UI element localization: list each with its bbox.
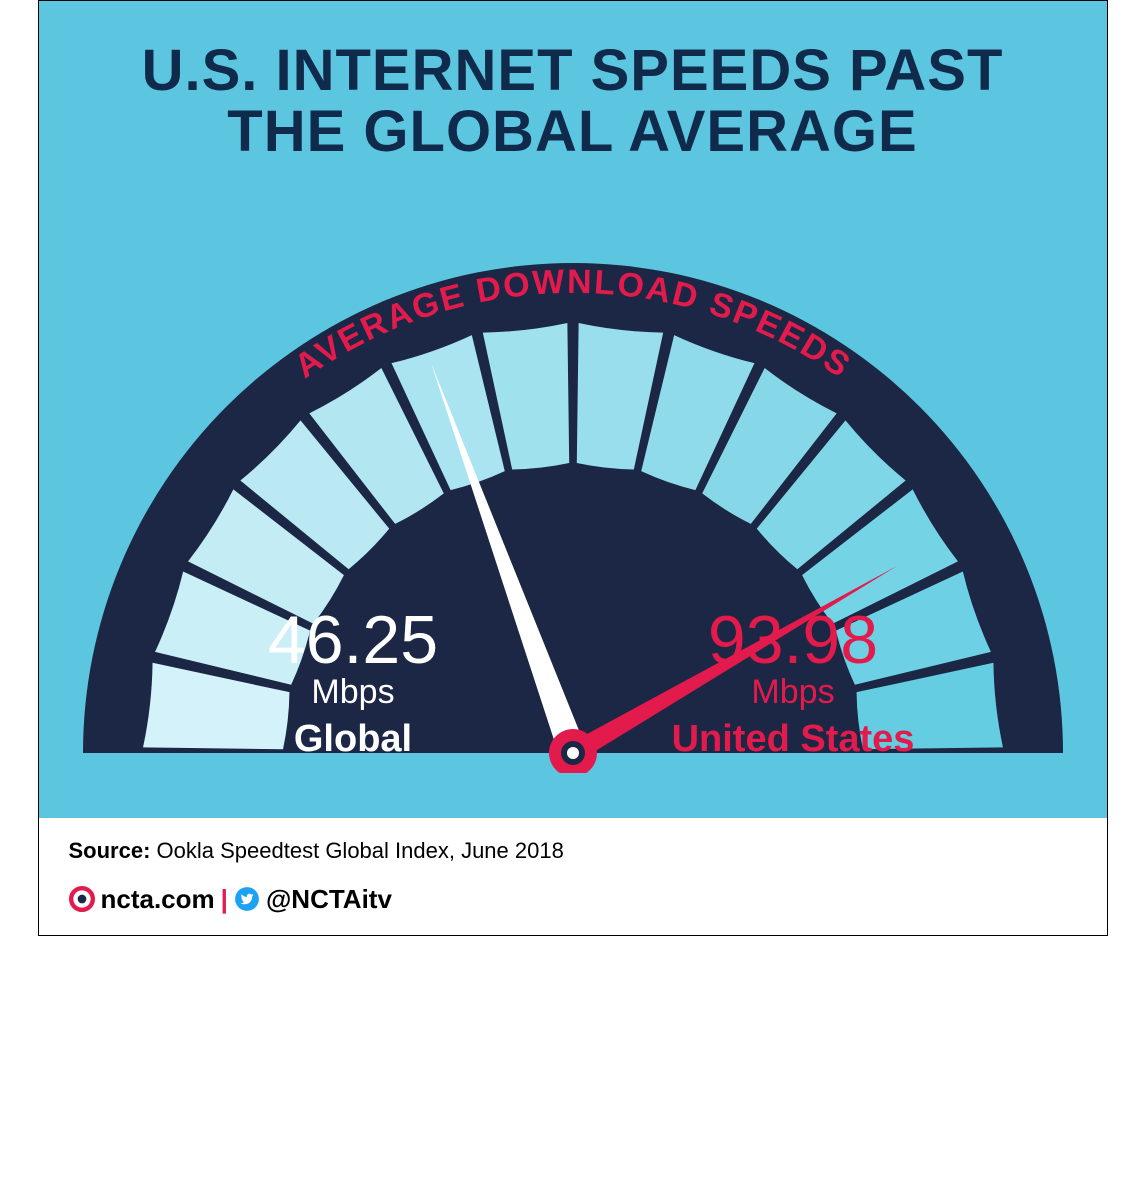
footer-site: ncta.com xyxy=(101,884,215,915)
ncta-logo-icon xyxy=(69,886,95,912)
footer-handle: @NCTAitv xyxy=(266,884,392,915)
svg-text:Mbps: Mbps xyxy=(751,673,834,711)
title-line-2: THE GLOBAL AVERAGE xyxy=(227,99,917,164)
svg-text:Mbps: Mbps xyxy=(311,673,394,711)
footer: ncta.com | @NCTAitv xyxy=(39,874,1107,935)
twitter-icon xyxy=(234,886,260,912)
source-label: Source: xyxy=(69,838,151,863)
svg-text:93.98: 93.98 xyxy=(707,602,877,678)
infographic-card: U.S. INTERNET SPEEDS PAST THE GLOBAL AVE… xyxy=(38,0,1108,936)
footer-divider: | xyxy=(221,884,228,915)
gauge-chart: AVERAGE DOWNLOAD SPEEDS46.25MbpsGlobal93… xyxy=(73,193,1073,778)
svg-text:46.25: 46.25 xyxy=(267,602,437,678)
source-citation: Source: Ookla Speedtest Global Index, Ju… xyxy=(39,818,1107,874)
svg-text:Global: Global xyxy=(293,718,411,760)
source-text: Ookla Speedtest Global Index, June 2018 xyxy=(157,838,564,863)
page-title: U.S. INTERNET SPEEDS PAST THE GLOBAL AVE… xyxy=(69,41,1077,163)
main-panel: U.S. INTERNET SPEEDS PAST THE GLOBAL AVE… xyxy=(39,1,1107,818)
svg-text:United States: United States xyxy=(671,718,914,760)
title-line-1: U.S. INTERNET SPEEDS PAST xyxy=(142,38,1004,103)
